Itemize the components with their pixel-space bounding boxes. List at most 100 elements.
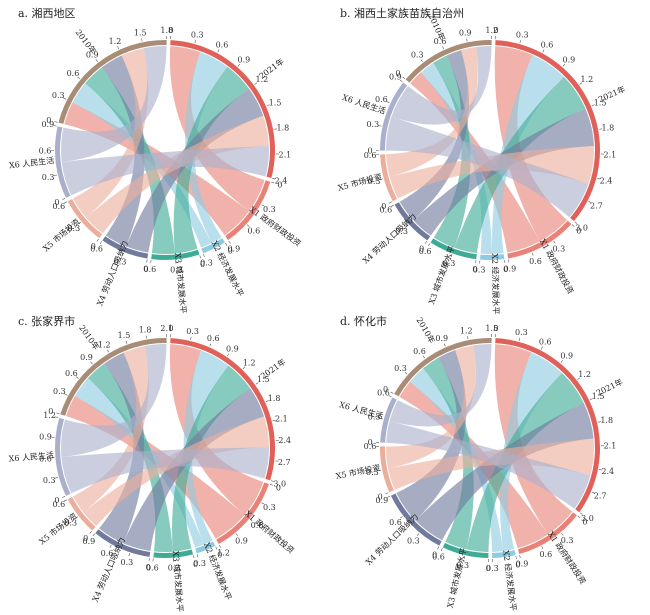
group-label-y2021: 2021年 — [597, 84, 627, 104]
group-label-y2021: 2021年 — [594, 376, 624, 397]
tick-mark — [78, 221, 81, 225]
group-arc-x1 — [225, 180, 271, 241]
chord-ribbon-x2-y2010 — [409, 368, 504, 552]
group-label-x2: X2 经济发展水平 — [490, 253, 501, 315]
group-arc-y2010 — [394, 338, 492, 397]
tick-label: 0.6 — [144, 265, 157, 274]
tick-label: 0 — [276, 483, 281, 492]
group-arc-x2 — [492, 550, 516, 558]
tick-label: 0 — [395, 69, 400, 78]
group-arc-x4 — [102, 236, 149, 259]
tick-label: 1.2 — [255, 75, 268, 84]
tick-label: 0.9 — [389, 72, 402, 81]
tick-mark — [577, 377, 581, 380]
tick-label: 1.5 — [118, 331, 131, 340]
tick-mark — [261, 204, 265, 207]
chord-ribbon-x2-y2021 — [183, 350, 229, 545]
tick-label: 0.3 — [193, 559, 206, 568]
tick-label: 0.6 — [364, 442, 377, 451]
tick-label: 0.6 — [541, 40, 554, 49]
tick-label: 0 — [576, 227, 581, 236]
tick-mark — [196, 554, 199, 558]
tick-label: 0.6 — [52, 500, 65, 509]
tick-label: 0.3 — [263, 503, 276, 512]
tick-mark — [420, 59, 423, 62]
tick-label: 0.9 — [459, 29, 472, 38]
tick-label: 0.9 — [376, 496, 389, 505]
tick-label: 0.6 — [432, 552, 445, 561]
tick-mark — [598, 469, 602, 471]
tick-label: 0.6 — [375, 95, 388, 104]
group-label-x6: X6 人民生活 — [8, 450, 54, 464]
tick-label: 0 — [383, 385, 388, 394]
tick-mark — [237, 63, 241, 67]
tick-label: 0.3 — [121, 558, 134, 567]
tick-mark — [405, 224, 409, 228]
tick-mark — [122, 252, 124, 256]
tick-label: 1.8 — [139, 326, 152, 335]
tick-label: 0 — [168, 324, 173, 333]
tick-mark — [190, 336, 192, 341]
chord-ribbon-x6-y2021 — [386, 116, 589, 218]
tick-mark — [89, 531, 92, 534]
group-arc-y2010 — [60, 337, 167, 416]
group-arc-y2010 — [58, 40, 167, 124]
tick-mark — [218, 544, 221, 548]
tick-mark — [246, 224, 250, 227]
panel-title: d. 怀化市 — [340, 314, 387, 328]
tick-mark — [591, 491, 595, 494]
tick-mark — [56, 412, 60, 415]
tick-mark — [442, 46, 445, 50]
group-label-x4: X4 劳动人口吸纳力 — [90, 536, 127, 603]
group-arc-x1 — [216, 482, 269, 545]
tick-label: 1.8 — [160, 26, 173, 35]
tick-label: 2.7 — [590, 201, 603, 210]
tick-mark — [199, 255, 201, 259]
tick-label: 0.9 — [83, 537, 96, 546]
chord-ribbon-x3-y2010 — [85, 67, 175, 254]
tick-label: 0.6 — [434, 37, 447, 46]
tick-mark — [64, 393, 68, 396]
tick-mark — [107, 349, 110, 353]
chord-ribbon-x3-y2021 — [454, 76, 586, 254]
tick-label: 1.2 — [485, 26, 498, 35]
group-arc-x2 — [195, 541, 216, 554]
group-label-x5: X5 市场投资 — [335, 462, 381, 481]
chord-ribbon-x5-y2021 — [388, 438, 594, 490]
tick-mark — [428, 243, 431, 247]
tick-label: 0.9 — [235, 536, 248, 545]
chord-ribbon-x2-y2021 — [499, 352, 562, 552]
group-arc-x1 — [507, 220, 572, 259]
tick-mark — [54, 121, 58, 123]
tick-mark — [385, 492, 389, 495]
tick-label: 0.9 — [503, 264, 516, 273]
tick-mark — [269, 484, 273, 486]
chord-ribbon-x2-y2010 — [72, 83, 212, 248]
chord-ribbon-x4-y2021 — [413, 108, 594, 236]
tick-label: 0.6 — [67, 69, 80, 78]
group-label-x6: X6 人民生活 — [338, 399, 384, 420]
tick-label: 0.6 — [380, 206, 393, 215]
tick-label: 1.2 — [217, 549, 230, 558]
tick-label: 0.6 — [39, 454, 52, 463]
tick-mark — [261, 502, 265, 505]
group-label-y2010: 2010年 — [77, 323, 102, 352]
tick-mark — [254, 82, 258, 85]
tick-label: 1.8 — [268, 394, 281, 403]
tick-mark — [228, 240, 231, 244]
tick-mark — [271, 480, 275, 482]
tick-mark — [589, 398, 593, 401]
tick-label: 0.6 — [101, 549, 114, 558]
tick-mark — [571, 224, 575, 227]
tick-mark — [64, 201, 67, 204]
tick-mark — [443, 343, 446, 347]
group-label-y2021: 2021年 — [257, 56, 286, 81]
group-arc-x2 — [479, 254, 505, 260]
group-arc-x5 — [380, 154, 398, 202]
tick-mark — [379, 417, 383, 420]
tick-label: 0.3 — [366, 120, 379, 129]
group-arc-x3 — [151, 249, 200, 260]
tick-label: 0.9 — [562, 56, 575, 65]
